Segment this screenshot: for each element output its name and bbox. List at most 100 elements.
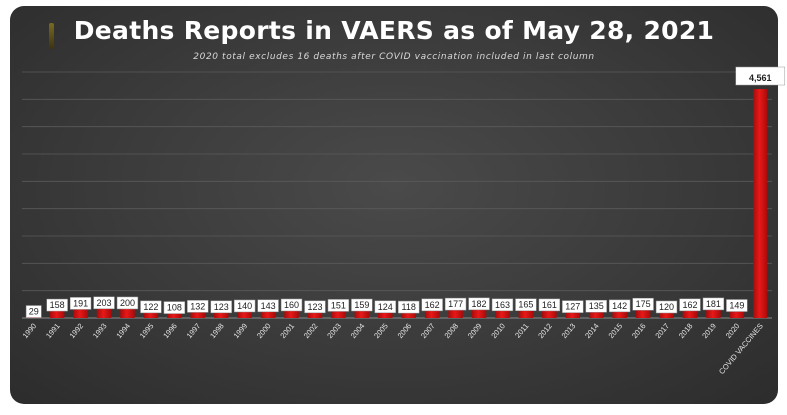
data-label: 159: [351, 298, 373, 312]
x-tick-label: 2008: [443, 322, 461, 341]
data-label-box: [562, 300, 584, 313]
x-tick-label: 1998: [208, 322, 226, 341]
x-tick-label: 2011: [513, 322, 530, 340]
logo-mark-icon: [49, 23, 54, 49]
x-tick-label: 2014: [583, 322, 601, 341]
bar: [706, 308, 721, 318]
data-label: 120: [655, 300, 678, 314]
data-label-box: [187, 300, 209, 313]
data-label-box: [491, 298, 514, 312]
x-tick-label: 2020: [724, 322, 742, 341]
data-label-text: 4,561: [749, 73, 772, 83]
data-label-box: [46, 298, 68, 312]
data-label-box: [468, 297, 490, 311]
data-label-box: [398, 300, 420, 314]
data-label: 163: [491, 298, 514, 312]
x-tick-label: 2013: [560, 322, 578, 341]
data-label: 118: [398, 300, 420, 314]
data-label-text: 123: [214, 302, 229, 312]
data-label: 177: [444, 297, 467, 311]
data-label-box: [421, 298, 443, 312]
data-label-box: [702, 297, 725, 311]
bar: [729, 310, 745, 318]
data-label-text: 143: [261, 301, 276, 311]
x-tick-labels: 1990 1991 1992 1993 1994 1995 1996 1997 1998 1999…: [21, 322, 765, 377]
data-label: 132: [187, 300, 209, 313]
x-tick-label: 2015: [607, 322, 625, 341]
x-tick-label: 2017: [653, 322, 671, 341]
bar: [588, 311, 604, 318]
bar: [753, 89, 768, 318]
data-label: 162: [421, 298, 443, 312]
data-label-box: [351, 298, 373, 312]
data-label-text: 203: [97, 298, 112, 308]
bar: [143, 311, 159, 318]
data-label: 142: [609, 299, 631, 313]
x-tick-label: 1991: [44, 322, 62, 341]
bar: [237, 310, 252, 318]
data-label-text: 182: [472, 299, 487, 309]
data-label: 4,561: [735, 66, 786, 86]
data-label: 175: [632, 297, 654, 311]
data-label-text: 124: [378, 302, 393, 312]
data-label: 122: [140, 300, 162, 314]
data-label-box: [257, 299, 279, 313]
x-tick-label: 1993: [91, 322, 109, 341]
data-label-text: 120: [659, 302, 674, 312]
data-label: 149: [726, 299, 748, 312]
x-tick-label: 2010: [489, 322, 507, 341]
data-label-text: 175: [636, 299, 651, 309]
data-label-text: 151: [331, 300, 346, 310]
data-label-box: [632, 297, 654, 311]
data-label: 160: [280, 298, 303, 312]
x-tick-label: 1992: [68, 322, 86, 341]
data-label: 135: [585, 299, 607, 313]
bar: [612, 310, 627, 318]
data-label-text: 123: [307, 302, 322, 312]
data-label-text: 29: [29, 307, 39, 317]
bar: [378, 311, 393, 318]
bar: [213, 311, 229, 318]
data-label-text: 163: [495, 300, 510, 310]
x-tick-label: 2004: [349, 322, 367, 341]
data-label-text: 162: [425, 300, 440, 310]
bar: [167, 312, 182, 318]
bar: [331, 310, 346, 318]
data-label: 161: [538, 298, 560, 312]
bar: [354, 310, 370, 318]
bar: [401, 312, 416, 318]
data-label-text: 161: [542, 300, 557, 310]
bar: [73, 308, 88, 318]
data-label-text: 159: [354, 300, 369, 310]
bar: [96, 307, 112, 318]
data-label-text: 118: [402, 302, 416, 312]
bar: [682, 309, 698, 318]
data-label-box: [280, 298, 303, 312]
bar: [120, 307, 135, 318]
data-label-box: [304, 300, 326, 314]
data-label: 123: [304, 300, 326, 314]
data-label-box: [210, 300, 232, 314]
bar: [260, 310, 276, 318]
x-tick-label: 2003: [325, 322, 343, 341]
chart-title: Deaths Reports in VAERS as of May 28, 20…: [73, 16, 715, 45]
data-label-box: [655, 300, 678, 314]
bar: [495, 309, 510, 318]
data-label: 165: [515, 298, 537, 311]
data-label: 140: [234, 299, 256, 313]
x-tick-label: 2002: [302, 322, 320, 341]
data-label: 158: [46, 298, 68, 312]
x-tick-label: 1994: [114, 322, 132, 341]
data-label-text: 191: [73, 298, 88, 308]
bar: [635, 309, 651, 318]
x-tick-label: COVID VACCINES: [717, 322, 765, 377]
x-tick-label: 1995: [138, 322, 156, 341]
data-label-box: [585, 299, 607, 313]
data-label-text: 181: [706, 299, 721, 309]
x-tick-label: 2006: [396, 322, 414, 341]
data-label-box: [69, 297, 92, 310]
bar: [542, 309, 557, 318]
x-tick-label: 2007: [419, 322, 437, 341]
data-label-box: [609, 299, 631, 313]
x-tick-label: 1996: [161, 322, 179, 341]
